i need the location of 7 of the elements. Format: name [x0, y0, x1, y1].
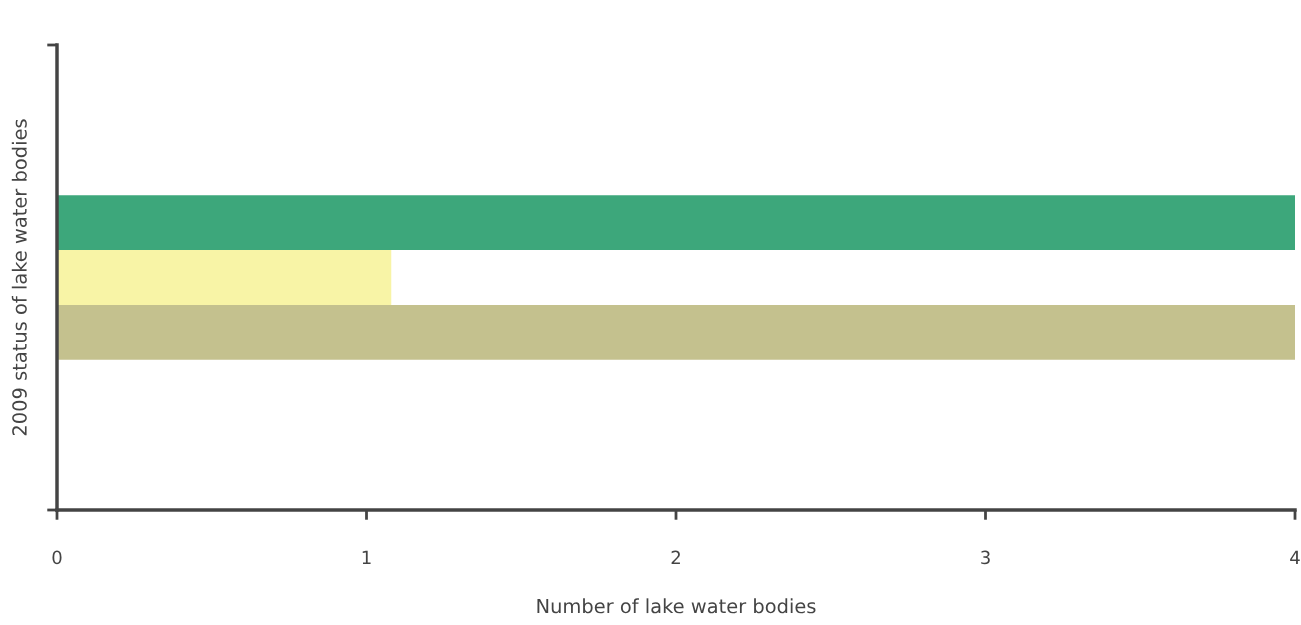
x-axis-title: Number of lake water bodies	[537, 598, 816, 614]
x-tick-label: 2	[671, 550, 680, 564]
x-tick-label: 4	[1290, 550, 1300, 564]
x-tick-label: 1	[362, 550, 371, 564]
x-tick-label: 3	[981, 550, 990, 565]
x-tick-label: 0	[52, 550, 62, 565]
y-axis-title: 2009 status of lake water bodies	[11, 119, 27, 436]
